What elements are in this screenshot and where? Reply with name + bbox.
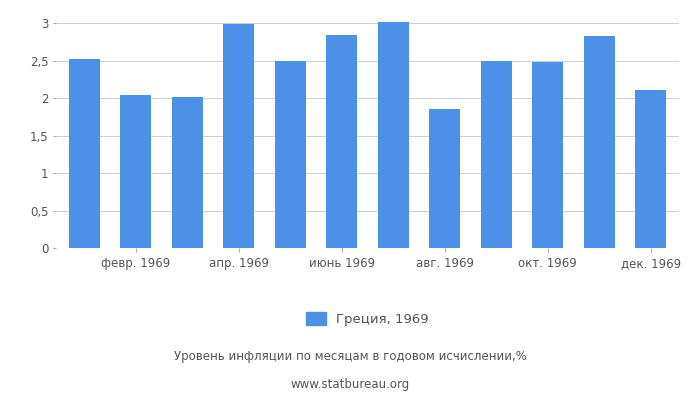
- Bar: [69, 59, 100, 248]
- Bar: [326, 35, 357, 248]
- Bar: [275, 61, 306, 248]
- Bar: [584, 36, 615, 248]
- Bar: [481, 61, 512, 248]
- Bar: [429, 109, 460, 248]
- Bar: [532, 62, 564, 248]
- Bar: [635, 90, 666, 248]
- Bar: [223, 24, 254, 248]
- Bar: [120, 95, 151, 248]
- Bar: [378, 22, 409, 248]
- Text: www.statbureau.org: www.statbureau.org: [290, 378, 410, 391]
- Text: Уровень инфляции по месяцам в годовом исчислении,%: Уровень инфляции по месяцам в годовом ис…: [174, 350, 526, 363]
- Bar: [172, 98, 203, 248]
- Legend: Греция, 1969: Греция, 1969: [301, 306, 434, 331]
